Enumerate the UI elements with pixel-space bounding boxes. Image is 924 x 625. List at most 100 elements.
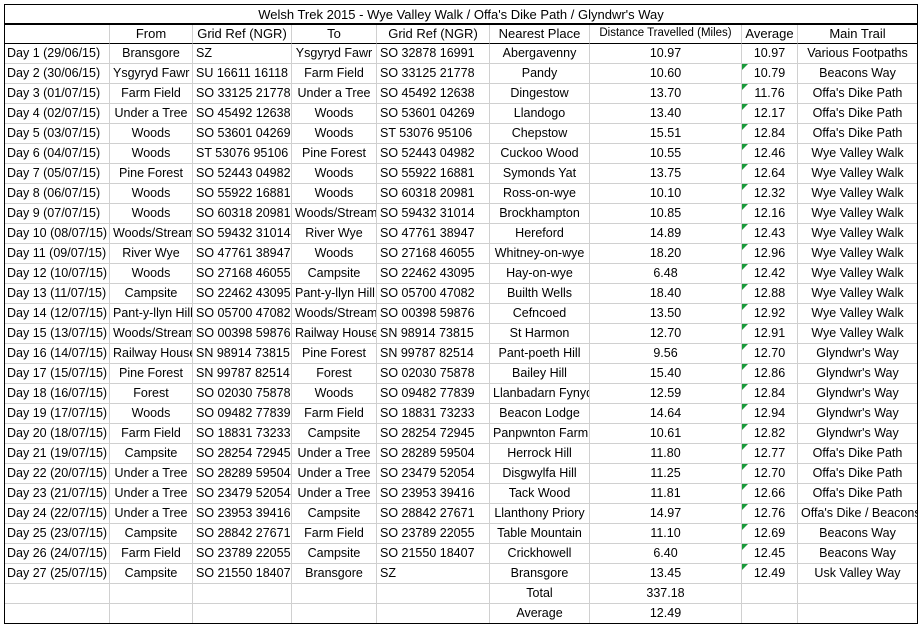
table-cell: 10.79	[742, 64, 798, 84]
table-cell: Hereford	[490, 224, 590, 244]
table-cell: Offa's Dike Path	[798, 84, 918, 104]
table-cell: SO 22462 43095	[377, 264, 490, 284]
table-cell: SO 55922 16881	[193, 184, 292, 204]
table-cell: SO 21550 18407	[377, 544, 490, 564]
table-cell: Under a Tree	[110, 104, 193, 124]
table-cell: Day 1 (29/06/15)	[4, 44, 110, 64]
table-cell: Under a Tree	[110, 484, 193, 504]
table-cell: Under a Tree	[110, 504, 193, 524]
table-cell: SO 00398 59876	[193, 324, 292, 344]
header-cell: From	[110, 24, 193, 44]
table-cell: 11.25	[590, 464, 742, 484]
table-cell: SO 23953 39416	[193, 504, 292, 524]
table-cell: SN 98914 73815	[377, 324, 490, 344]
table-cell: Woods/Stream	[292, 204, 377, 224]
table-cell: SO 18831 73233	[377, 404, 490, 424]
table-cell: SO 27168 46055	[193, 264, 292, 284]
table-cell: Woods	[110, 124, 193, 144]
table-cell: Woods/Stream	[110, 224, 193, 244]
table-cell: Chepstow	[490, 124, 590, 144]
table-cell: SO 60318 20981	[193, 204, 292, 224]
summary-value: 12.49	[590, 604, 742, 624]
table-cell: Various Footpaths	[798, 44, 918, 64]
table-cell: ST 53076 95106	[377, 124, 490, 144]
table-cell: 10.97	[742, 44, 798, 64]
table-cell: 12.59	[590, 384, 742, 404]
table-cell: Abergavenny	[490, 44, 590, 64]
table-cell: Forest	[110, 384, 193, 404]
table-cell	[798, 604, 918, 624]
table-cell: Day 6 (04/07/15)	[4, 144, 110, 164]
table-cell: Cuckoo Wood	[490, 144, 590, 164]
table-cell: 11.80	[590, 444, 742, 464]
table-cell: Tack Wood	[490, 484, 590, 504]
table-cell: Bailey Hill	[490, 364, 590, 384]
table-cell: Farm Field	[110, 84, 193, 104]
table-cell: Glyndwr's Way	[798, 364, 918, 384]
summary-label: Average	[490, 604, 590, 624]
table-cell: SO 02030 75878	[377, 364, 490, 384]
table-cell: 12.84	[742, 124, 798, 144]
table-cell: Bransgore	[292, 564, 377, 584]
table-cell	[193, 584, 292, 604]
table-cell: 6.48	[590, 264, 742, 284]
table-cell: Campsite	[292, 424, 377, 444]
table-cell: SO 28289 59504	[193, 464, 292, 484]
table-cell: Wye Valley Walk	[798, 164, 918, 184]
table-cell	[292, 604, 377, 624]
table-cell	[742, 604, 798, 624]
table-cell: Pine Forest	[110, 164, 193, 184]
table-cell: SO 28254 72945	[377, 424, 490, 444]
table-cell: 10.61	[590, 424, 742, 444]
table-cell: SO 23953 39416	[377, 484, 490, 504]
table-cell: Forest	[292, 364, 377, 384]
table-cell: 12.46	[742, 144, 798, 164]
table-cell: 12.17	[742, 104, 798, 124]
table-cell: Wye Valley Walk	[798, 224, 918, 244]
table-cell: Farm Field	[292, 404, 377, 424]
table-cell: 9.56	[590, 344, 742, 364]
table-cell: 12.70	[742, 344, 798, 364]
table-cell: Day 23 (21/07/15)	[4, 484, 110, 504]
table-cell: Pine Forest	[292, 344, 377, 364]
table-cell: 12.84	[742, 384, 798, 404]
table-cell: SO 47761 38947	[377, 224, 490, 244]
table-cell: Farm Field	[110, 544, 193, 564]
table-cell: Pine Forest	[110, 364, 193, 384]
table-cell: Day 22 (20/07/15)	[4, 464, 110, 484]
table-cell: Usk Valley Way	[798, 564, 918, 584]
table-cell: Panpwnton Farm	[490, 424, 590, 444]
table-cell: ST 53076 95106	[193, 144, 292, 164]
table-cell	[110, 584, 193, 604]
table-cell: SO 22462 43095	[193, 284, 292, 304]
table-cell: Day 2 (30/06/15)	[4, 64, 110, 84]
table-cell: Symonds Yat	[490, 164, 590, 184]
table-cell: 6.40	[590, 544, 742, 564]
table-cell: Woods	[292, 124, 377, 144]
table-cell: Beacons Way	[798, 64, 918, 84]
table-cell: Table Mountain	[490, 524, 590, 544]
table-cell: 12.86	[742, 364, 798, 384]
table-cell: SO 33125 21778	[193, 84, 292, 104]
table-cell: SN 99787 82514	[377, 344, 490, 364]
table-cell: 12.16	[742, 204, 798, 224]
table-cell: 11.81	[590, 484, 742, 504]
table-cell: SO 02030 75878	[193, 384, 292, 404]
table-cell: 12.42	[742, 264, 798, 284]
table-cell: SZ	[193, 44, 292, 64]
table-cell: 10.10	[590, 184, 742, 204]
table-cell: Under a Tree	[110, 464, 193, 484]
table-cell: 12.77	[742, 444, 798, 464]
table-cell: Llanthony Priory	[490, 504, 590, 524]
table-cell: Farm Field	[292, 524, 377, 544]
table-cell: River Wye	[292, 224, 377, 244]
table-cell: Railway House	[292, 324, 377, 344]
table-cell: Dingestow	[490, 84, 590, 104]
table-cell: Pine Forest	[292, 144, 377, 164]
table-cell: Wye Valley Walk	[798, 184, 918, 204]
table-cell: Woods	[110, 264, 193, 284]
table-cell: Glyndwr's Way	[798, 344, 918, 364]
table-cell: 12.91	[742, 324, 798, 344]
table-cell: SO 47761 38947	[193, 244, 292, 264]
table-cell: Campsite	[292, 264, 377, 284]
